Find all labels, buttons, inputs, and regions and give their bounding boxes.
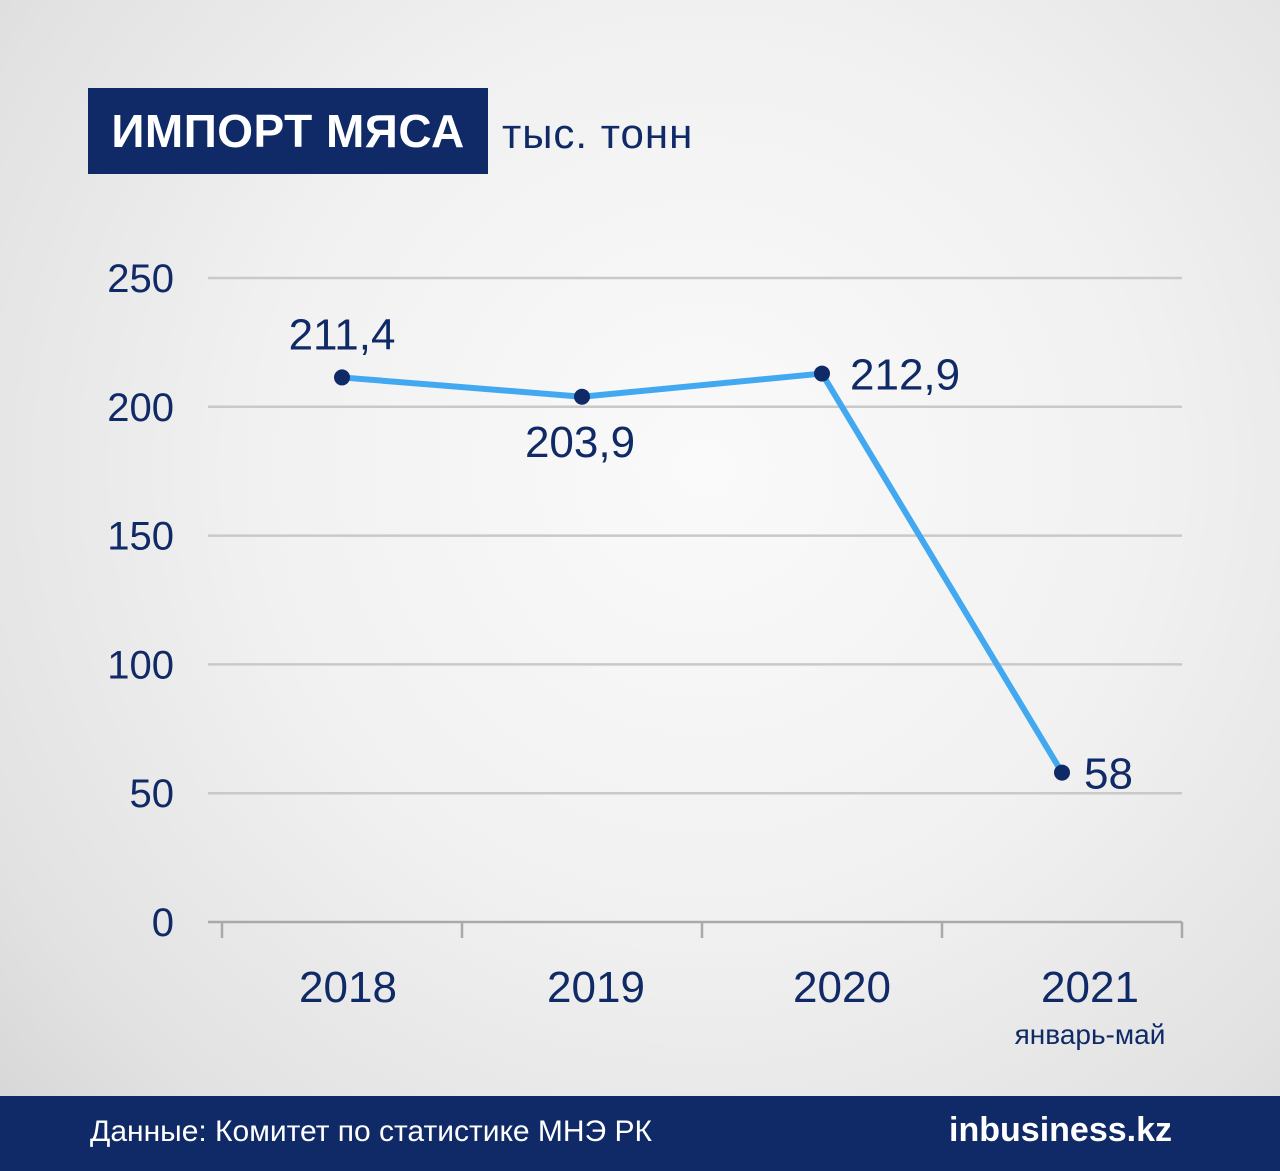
x-tick-label: 2020	[793, 963, 891, 1012]
series-line	[339, 370, 1065, 776]
y-tick-label: 200	[107, 386, 174, 430]
y-tick-label: 0	[152, 901, 174, 945]
data-point	[334, 369, 350, 386]
y-tick-label: 50	[130, 772, 175, 816]
y-tick-label: 250	[107, 257, 174, 301]
x-tick-label: 2021	[1041, 963, 1139, 1012]
brand-logo: inbusiness.kz	[949, 1111, 1172, 1149]
data-label: 58	[1084, 750, 1133, 799]
data-label: 211,4	[289, 310, 396, 359]
x-tick-label: 2019	[547, 963, 645, 1012]
chart-title: ИМПОРТ МЯСА	[111, 105, 465, 157]
data-label: 203,9	[525, 418, 635, 467]
data-point	[814, 365, 830, 382]
source-text: Данные: Комитет по статистике МНЭ РК	[90, 1115, 652, 1148]
y-tick-label: 100	[107, 643, 174, 687]
x-tick-sublabel: январь-май	[1015, 1019, 1166, 1050]
chart-unit: тыс. тонн	[502, 110, 694, 157]
data-label: 212,9	[850, 351, 960, 400]
footer-bar: Данные: Комитет по статистике МНЭ РК inb…	[0, 1096, 1280, 1171]
x-tick-label: 2018	[299, 963, 397, 1012]
data-point	[1054, 764, 1070, 781]
data-point	[574, 388, 590, 405]
title-box: ИМПОРТ МЯСА	[88, 88, 488, 174]
line-chart: 0 50 100 150 200 250 2018 2019 2020 2021 январь-ма…	[107, 257, 1184, 1050]
y-tick-label: 150	[107, 515, 174, 559]
